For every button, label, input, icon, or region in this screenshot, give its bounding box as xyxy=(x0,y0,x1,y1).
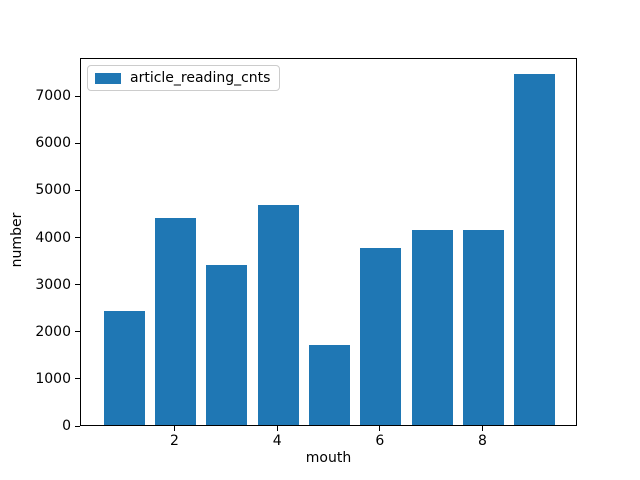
y-tick-label: 5000 xyxy=(35,182,71,199)
bar-x4 xyxy=(257,204,299,425)
y-tick-mark xyxy=(75,237,80,239)
y-tick-mark xyxy=(75,142,80,144)
y-tick-mark xyxy=(75,378,80,380)
legend-swatch xyxy=(95,72,121,84)
x-axis-label: mouth xyxy=(305,450,352,466)
y-tick-label: 1000 xyxy=(35,370,71,387)
bar-x8 xyxy=(462,229,505,425)
bar-x3 xyxy=(206,265,248,425)
y-tick-mark xyxy=(75,189,80,191)
y-axis-label: number xyxy=(9,212,25,268)
bar-x7 xyxy=(411,229,453,425)
x-tick-label: 4 xyxy=(272,433,282,449)
bar-x2 xyxy=(154,217,196,425)
legend: article_reading_cnts xyxy=(87,65,281,91)
y-tick-label: 4000 xyxy=(35,229,71,246)
y-tick-mark xyxy=(75,331,80,333)
plot-area xyxy=(80,58,577,426)
y-tick-label: 7000 xyxy=(35,88,71,105)
x-tick-label: 6 xyxy=(375,433,385,449)
bar-x6 xyxy=(360,247,402,425)
y-tick-mark xyxy=(75,425,80,427)
x-tick-label: 2 xyxy=(170,433,179,449)
y-tick-label: 6000 xyxy=(35,135,71,152)
y-tick-mark xyxy=(75,95,80,97)
y-tick-label: 2000 xyxy=(35,323,71,340)
bar-x9 xyxy=(514,73,556,425)
bar-x1 xyxy=(103,310,145,425)
x-tick-mark xyxy=(276,426,278,431)
y-tick-label: 3000 xyxy=(35,276,71,293)
bar-x5 xyxy=(308,344,351,425)
y-tick-label: 0 xyxy=(62,418,71,434)
x-tick-mark xyxy=(482,426,484,431)
x-tick-label: 8 xyxy=(478,433,487,449)
legend-label: article_reading_cnts xyxy=(130,70,271,86)
x-tick-mark xyxy=(173,426,175,431)
y-tick-mark xyxy=(75,284,80,286)
x-tick-mark xyxy=(379,426,381,431)
